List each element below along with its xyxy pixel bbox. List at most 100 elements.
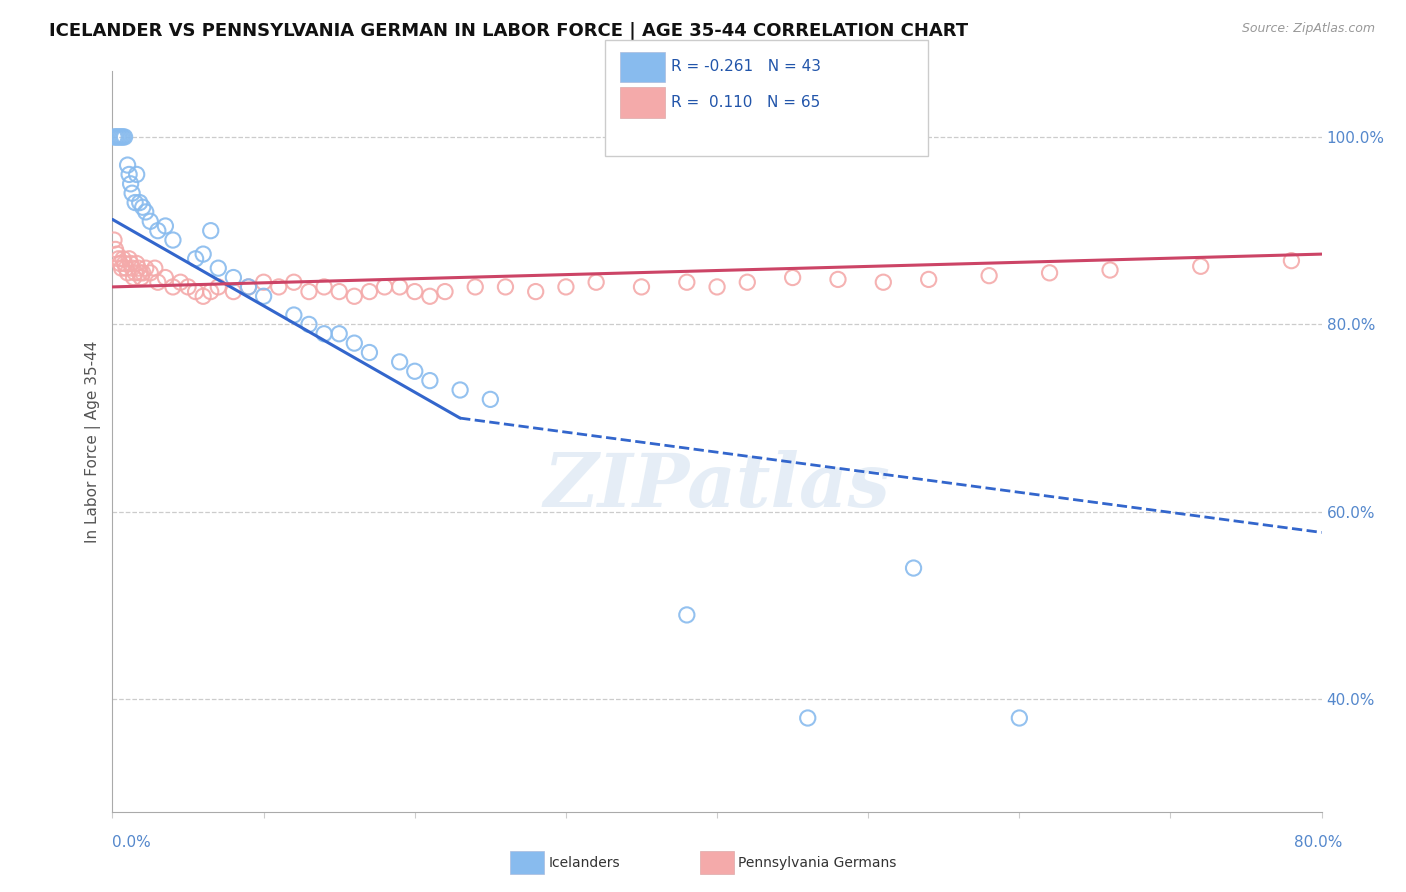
Point [112,130,135,145]
Point [107,130,129,145]
Point [108,130,131,145]
Point [143,261,166,276]
Point [122,270,145,285]
Point [191,289,214,303]
Point [433,285,456,299]
Point [872,275,894,289]
Point [314,280,336,294]
Point [827,272,849,286]
Point [222,270,245,285]
Text: R =  0.110   N = 65: R = 0.110 N = 65 [671,95,820,110]
Point [419,289,441,303]
Point [146,275,169,289]
Point [283,275,305,289]
Point [125,256,148,270]
Text: 0.0%: 0.0% [112,836,152,850]
Point [918,272,941,286]
Point [328,285,350,299]
Point [675,275,697,289]
Point [110,130,132,145]
Point [146,224,169,238]
Y-axis label: In Labor Force | Age 35-44: In Labor Force | Age 35-44 [86,341,101,542]
Point [112,252,135,266]
Point [128,266,150,280]
Point [1279,253,1302,268]
Point [120,177,142,191]
Point [238,280,260,294]
Point [737,275,759,289]
Point [343,289,366,303]
Point [495,280,517,294]
Text: ZIPatlas: ZIPatlas [544,450,890,522]
Point [162,280,184,294]
Point [104,243,127,257]
Point [124,266,146,280]
Point [328,326,350,341]
Text: 80.0%: 80.0% [1295,836,1343,850]
Point [419,374,441,388]
Point [104,130,127,145]
Text: Pennsylvania Germans: Pennsylvania Germans [738,855,897,870]
Point [107,252,129,266]
Point [114,130,136,145]
Point [129,270,152,285]
Point [1038,266,1062,280]
Point [404,285,426,299]
Point [200,224,222,238]
Point [139,214,162,228]
Point [132,266,155,280]
Point [207,261,229,276]
Point [479,392,502,407]
Point [343,336,366,351]
Point [162,233,184,247]
Point [132,200,155,214]
Point [135,261,157,276]
Point [177,280,200,294]
Point [128,195,150,210]
Point [207,280,229,294]
Point [117,266,139,280]
Point [108,256,131,270]
Point [120,256,142,270]
Text: Icelanders: Icelanders [548,855,620,870]
Point [115,261,138,276]
Point [388,355,411,369]
Point [184,252,207,266]
Point [1189,260,1212,274]
Point [524,285,547,299]
Point [155,270,177,285]
Point [105,247,128,261]
Point [127,261,149,276]
Point [114,256,136,270]
Point [103,233,125,247]
Point [267,280,290,294]
Point [155,219,177,233]
Point [253,289,276,303]
Text: ICELANDER VS PENNSYLVANIA GERMAN IN LABOR FORCE | AGE 35-44 CORRELATION CHART: ICELANDER VS PENNSYLVANIA GERMAN IN LABO… [49,22,969,40]
Point [118,168,141,182]
Point [184,285,207,299]
Point [1008,711,1031,725]
Point [191,247,214,261]
Point [105,130,128,145]
Point [298,318,321,332]
Point [977,268,1000,283]
Point [298,285,321,299]
Point [139,266,162,280]
Point [222,285,245,299]
Point [253,275,276,289]
Point [630,280,652,294]
Point [796,711,818,725]
Point [103,130,125,145]
Point [404,364,426,378]
Point [359,285,381,299]
Point [117,158,139,172]
Point [903,561,925,575]
Point [238,280,260,294]
Point [1098,263,1121,277]
Point [125,168,148,182]
Point [283,308,305,322]
Point [135,205,157,219]
Point [314,326,336,341]
Point [200,285,222,299]
